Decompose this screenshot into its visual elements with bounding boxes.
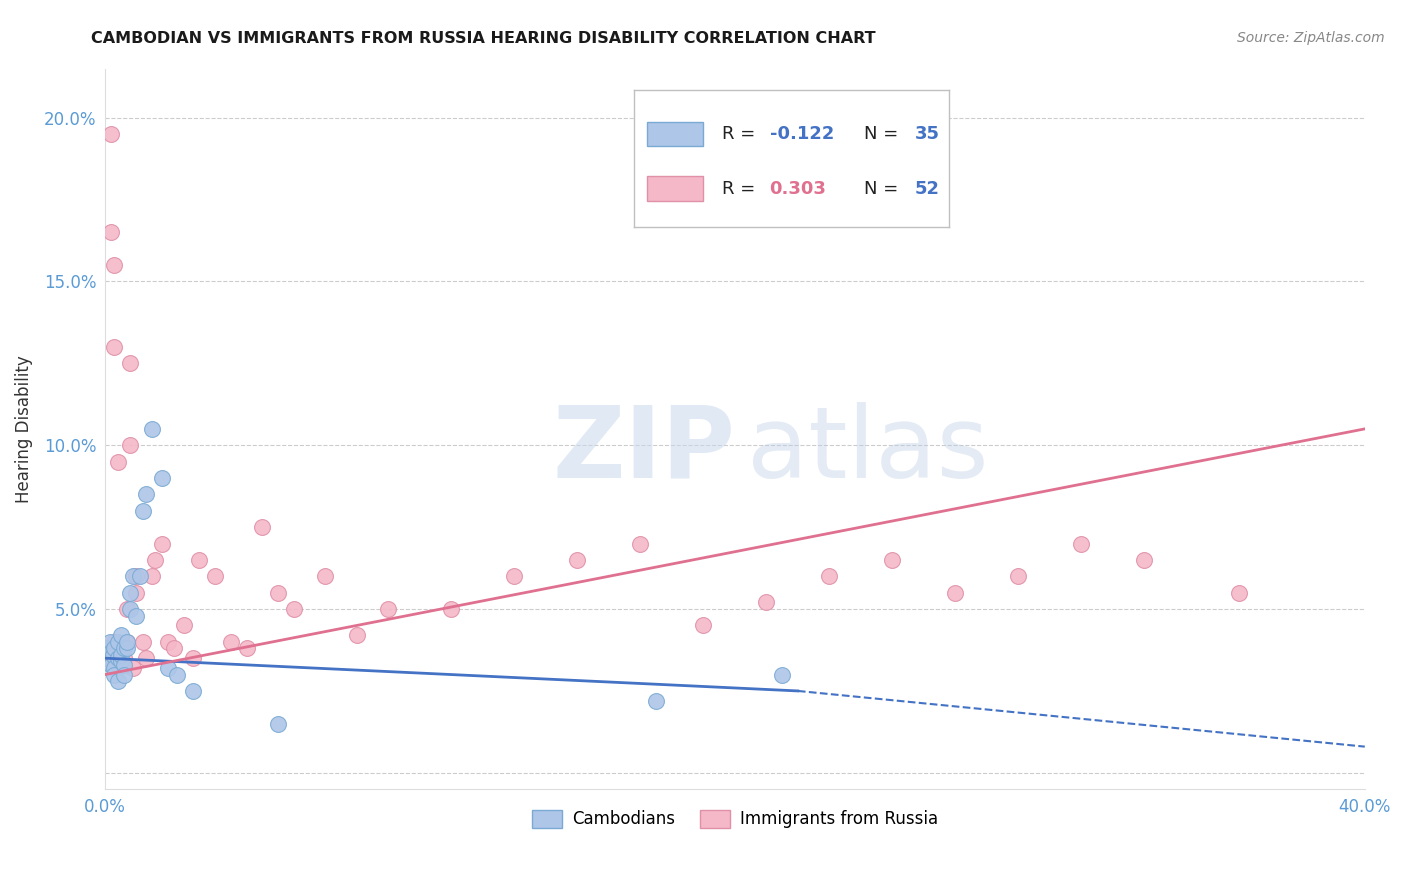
Point (156, 635, 179, 649)
Point (440, 602, 463, 616)
Point (567, 553, 589, 567)
Point (818, 569, 841, 583)
Point (110, 655, 132, 669)
Point (100, 657, 122, 672)
Legend: Cambodians, Immigrants from Russia: Cambodians, Immigrants from Russia (526, 803, 945, 835)
Point (314, 569, 336, 583)
Point (377, 602, 399, 616)
Point (173, 618, 195, 632)
Point (120, 585, 142, 599)
Point (181, 651, 204, 665)
Point (107, 455, 129, 469)
Point (283, 602, 305, 616)
Point (150, 471, 173, 485)
Point (103, 667, 125, 681)
Point (103, 340, 125, 354)
Text: CAMBODIAN VS IMMIGRANTS FROM RUSSIA HEARING DISABILITY CORRELATION CHART: CAMBODIAN VS IMMIGRANTS FROM RUSSIA HEAR… (91, 31, 876, 46)
Point (100, 645, 122, 659)
Point (115, 602, 138, 616)
Point (97, 641, 120, 656)
Point (503, 569, 526, 583)
Point (163, 641, 186, 656)
Point (150, 536, 173, 550)
Point (143, 553, 166, 567)
Point (107, 674, 129, 689)
Point (122, 661, 145, 675)
Point (943, 585, 966, 599)
Text: atlas: atlas (748, 402, 988, 499)
Point (110, 648, 132, 662)
Point (1133, 553, 1156, 567)
Point (135, 651, 157, 665)
Point (112, 651, 135, 665)
Point (112, 657, 135, 672)
Point (107, 651, 129, 665)
Point (115, 641, 138, 656)
Point (110, 628, 132, 642)
Point (103, 661, 125, 675)
Point (96, 651, 118, 665)
Point (628, 536, 651, 550)
Point (252, 520, 274, 534)
Point (115, 635, 138, 649)
Point (346, 628, 368, 642)
Text: ZIP: ZIP (553, 402, 735, 499)
Point (125, 608, 148, 623)
Point (120, 356, 142, 370)
Point (135, 487, 157, 501)
Point (112, 667, 135, 681)
Point (267, 716, 290, 731)
Point (103, 258, 125, 272)
Point (110, 641, 132, 656)
Point (1227, 585, 1250, 599)
Text: Source: ZipAtlas.com: Source: ZipAtlas.com (1237, 31, 1385, 45)
Point (98, 635, 121, 649)
Point (103, 641, 125, 656)
Point (204, 569, 226, 583)
Point (115, 635, 138, 649)
Point (120, 438, 142, 452)
Point (97, 651, 120, 665)
Point (128, 569, 150, 583)
Point (156, 661, 179, 675)
Point (110, 651, 132, 665)
Point (101, 648, 124, 662)
Point (1007, 569, 1029, 583)
Point (112, 641, 135, 656)
Point (267, 585, 290, 599)
Point (112, 657, 135, 672)
Point (132, 635, 155, 649)
Point (107, 635, 129, 649)
Point (188, 553, 211, 567)
Point (141, 422, 163, 436)
Point (107, 641, 129, 656)
Point (97, 641, 120, 656)
Point (141, 569, 163, 583)
Point (770, 667, 793, 681)
Point (125, 569, 148, 583)
Point (235, 641, 257, 656)
Point (125, 585, 148, 599)
Point (181, 684, 204, 698)
Point (166, 667, 188, 681)
Point (692, 618, 714, 632)
Point (100, 127, 122, 141)
Point (132, 504, 155, 518)
Point (120, 602, 142, 616)
Point (219, 635, 242, 649)
Y-axis label: Hearing Disability: Hearing Disability (15, 355, 32, 503)
Point (103, 635, 125, 649)
Point (100, 225, 122, 239)
Point (882, 553, 904, 567)
Point (755, 595, 778, 609)
Point (122, 569, 145, 583)
Point (1070, 536, 1092, 550)
Point (645, 694, 668, 708)
